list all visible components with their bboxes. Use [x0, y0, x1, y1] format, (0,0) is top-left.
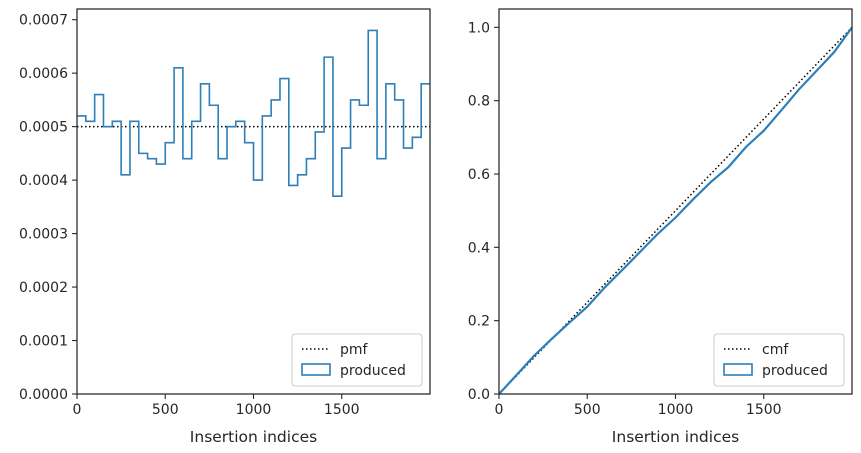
legend-patch-swatch	[301, 363, 331, 376]
histogram-bin	[236, 121, 245, 394]
y-tick-label: 0.0007	[19, 13, 68, 29]
x-tick-label: 500	[574, 402, 601, 418]
x-tick-label: 1000	[236, 402, 272, 418]
legend-label: produced	[762, 363, 828, 379]
histogram-bin	[121, 175, 130, 394]
pmf-histogram-chart: 0 500 1000 1500 0.0000 0.0001 0.0002 0.0003 0.00…	[19, 8, 431, 446]
histogram-bin	[86, 121, 95, 394]
histogram-bin	[95, 95, 104, 394]
x-tick-label: 0	[495, 402, 504, 418]
x-axis-label: Insertion indices	[612, 428, 739, 446]
y-tick-label: 0.0005	[19, 120, 68, 136]
x-tick-label: 1000	[658, 402, 694, 418]
cmf-line-chart: 0 500 1000 1500 0.0 0.2 0.4 0.6 0.8 1.0 Insertion …	[468, 8, 853, 446]
histogram-bin	[130, 121, 139, 394]
legend: pmf produced	[291, 333, 423, 387]
histogram-bin	[218, 159, 227, 394]
histogram-bin	[254, 180, 263, 394]
x-tick-label: 1500	[746, 402, 782, 418]
plot-area	[77, 29, 430, 394]
produced-step-series	[77, 29, 430, 197]
y-tick-label: 0.2	[468, 314, 490, 330]
y-tick-label: 0.0004	[19, 173, 68, 189]
histogram-bin	[148, 159, 157, 394]
histogram-bin	[280, 79, 289, 394]
y-tick-label: 0.0006	[19, 66, 68, 82]
histogram-bin	[103, 127, 112, 394]
x-tick-label: 500	[152, 402, 179, 418]
plot-area	[499, 26, 852, 394]
histogram-bin	[174, 68, 183, 394]
legend-label: pmf	[340, 342, 369, 358]
x-axis-label: Insertion indices	[190, 428, 317, 446]
y-tick-label: 1.0	[468, 20, 490, 36]
histogram-bin	[262, 116, 271, 394]
histogram-bin	[183, 159, 192, 394]
histogram-bin	[192, 121, 201, 394]
legend-box	[713, 333, 845, 387]
legend-label: produced	[340, 363, 406, 379]
histogram-bin	[156, 164, 165, 394]
histogram-bin	[77, 116, 86, 394]
legend-label: cmf	[762, 342, 789, 358]
histogram-bin	[245, 143, 254, 394]
histogram-bin	[271, 100, 280, 394]
y-tick-label: 0.0000	[19, 387, 68, 403]
y-tick-label: 0.8	[468, 94, 490, 110]
histogram-bin	[112, 121, 121, 394]
histogram-bin	[139, 153, 148, 394]
y-tick-label: 0.4	[468, 240, 490, 256]
histogram-bin	[227, 127, 236, 394]
x-tick-label: 0	[73, 402, 82, 418]
y-tick-label: 0.6	[468, 167, 490, 183]
histogram-bin	[165, 143, 174, 394]
y-tick-label: 0.0002	[19, 280, 68, 296]
x-tick-label: 1500	[324, 402, 360, 418]
y-tick-label: 0.0	[468, 387, 490, 403]
legend-patch-swatch	[723, 363, 753, 376]
legend: cmf produced	[713, 333, 845, 387]
histogram-bin	[201, 84, 210, 394]
histogram-bin	[209, 105, 218, 394]
y-tick-label: 0.0003	[19, 227, 68, 243]
legend-box	[291, 333, 423, 387]
y-tick-label: 0.0001	[19, 334, 68, 350]
